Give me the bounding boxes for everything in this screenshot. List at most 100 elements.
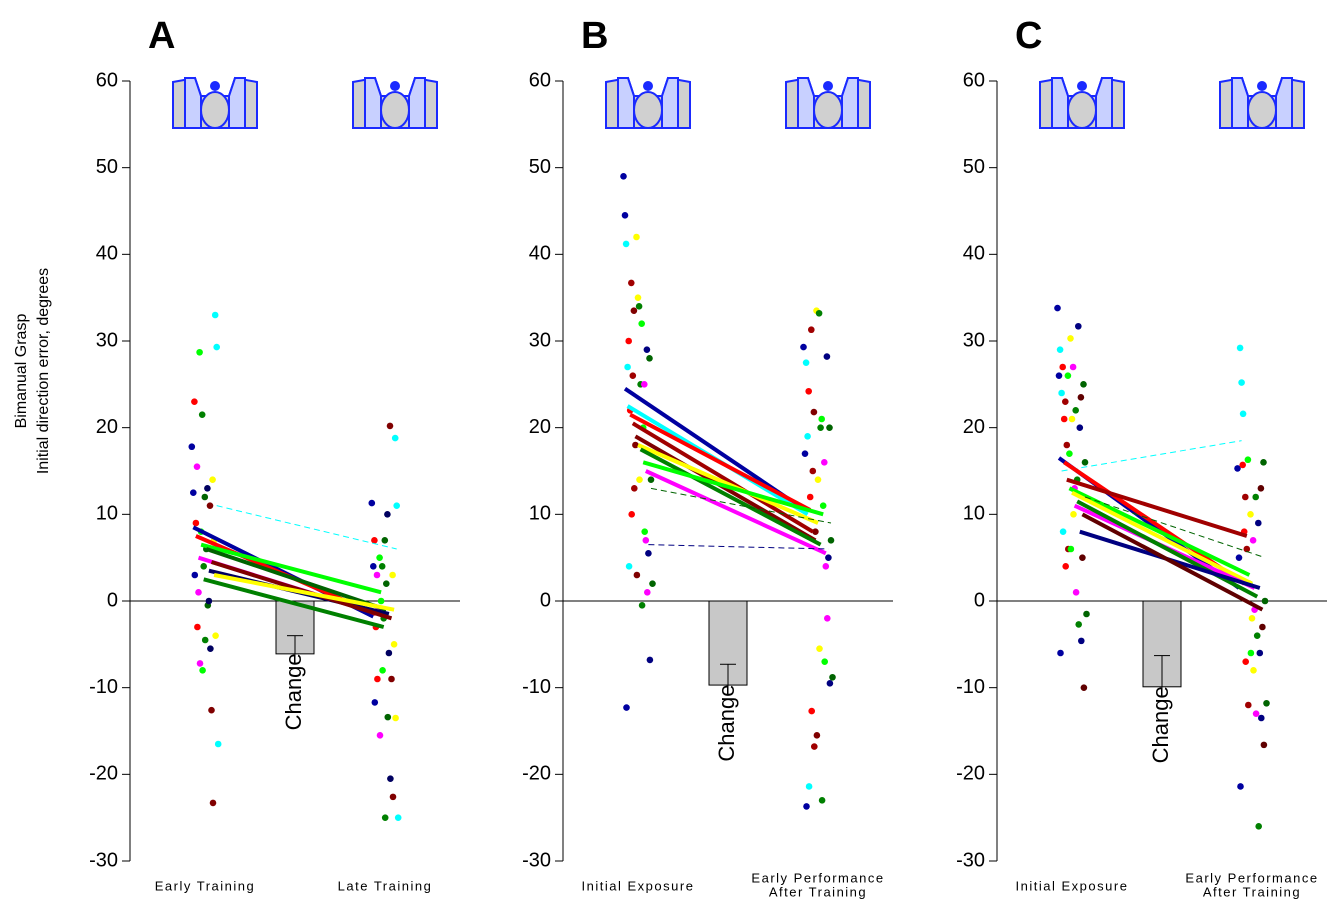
data-point — [620, 173, 627, 180]
data-point — [1083, 610, 1090, 618]
data-point — [1239, 461, 1246, 469]
y-tick-label: 40 — [96, 243, 118, 265]
data-point — [384, 713, 392, 721]
data-point — [1067, 335, 1074, 342]
data-point — [644, 589, 651, 596]
data-point — [1070, 511, 1077, 518]
subject-line — [1081, 512, 1264, 612]
data-point — [207, 645, 214, 652]
x-tick-label: Initial Exposure — [1016, 878, 1129, 893]
data-point — [389, 793, 397, 801]
data-point — [198, 411, 206, 418]
data-point — [801, 450, 809, 457]
data-point — [385, 649, 393, 657]
data-point — [821, 459, 828, 466]
y-tick-label: 40 — [963, 243, 985, 265]
data-point — [209, 476, 216, 483]
posture-icon — [605, 77, 691, 129]
data-point — [1072, 589, 1080, 596]
y-tick-label: -30 — [89, 849, 118, 871]
data-point — [196, 348, 203, 356]
y-tick-label: -10 — [522, 676, 551, 698]
panel-label: B — [581, 15, 608, 57]
data-point — [392, 714, 399, 722]
data-point — [802, 359, 810, 366]
data-point — [1244, 456, 1252, 464]
data-point — [1255, 823, 1262, 830]
data-point — [191, 571, 199, 579]
data-point — [646, 656, 654, 664]
data-point — [1069, 363, 1077, 371]
data-point — [825, 554, 832, 561]
subject-line — [650, 487, 832, 524]
data-point — [379, 667, 386, 674]
data-point — [800, 343, 807, 351]
data-point — [376, 554, 383, 561]
data-point — [1080, 684, 1088, 691]
data-point — [1068, 415, 1076, 423]
subject-line — [648, 544, 829, 550]
data-point — [368, 499, 376, 507]
data-point — [1066, 450, 1073, 457]
data-point — [1239, 410, 1247, 418]
data-point — [1059, 528, 1067, 535]
y-axis-label: Initial direction error, degrees — [35, 268, 52, 474]
data-point — [803, 803, 810, 810]
data-point — [1236, 344, 1244, 352]
data-point — [1252, 493, 1259, 501]
data-point — [645, 550, 652, 557]
data-point — [1257, 485, 1265, 492]
y-tick-label: 60 — [96, 69, 118, 91]
data-point — [199, 667, 206, 674]
data-point — [393, 502, 401, 509]
data-point — [812, 528, 819, 535]
data-point — [1255, 519, 1262, 527]
y-tick-label: 60 — [529, 69, 551, 91]
data-point — [394, 814, 402, 821]
data-point — [824, 615, 831, 622]
posture-icon — [1219, 77, 1305, 129]
x-tick-label: Early Performance — [1185, 870, 1318, 885]
data-point — [817, 424, 824, 431]
data-point — [819, 502, 827, 509]
data-point — [1076, 424, 1084, 431]
posture-icon — [785, 77, 871, 129]
y-tick-label: -30 — [522, 849, 551, 871]
data-point — [804, 433, 811, 440]
data-point — [390, 641, 398, 648]
panel-label: A — [148, 15, 175, 57]
data-point — [1247, 649, 1255, 657]
data-point — [647, 476, 655, 483]
data-point — [1259, 623, 1266, 631]
x-tick-label: After Training — [1203, 884, 1301, 899]
data-point — [1054, 304, 1061, 312]
y-tick-label: 40 — [529, 243, 551, 265]
data-point — [806, 493, 814, 501]
y-tick-label: -20 — [89, 763, 118, 785]
data-point — [1263, 699, 1270, 707]
y-tick-label: -10 — [89, 676, 118, 698]
data-point — [1055, 372, 1063, 379]
data-point — [383, 580, 390, 587]
y-axis-label: Bimanual Grasp — [13, 314, 30, 429]
data-point — [391, 434, 399, 442]
data-point — [212, 632, 219, 639]
data-point — [1078, 637, 1085, 645]
subject-line — [639, 447, 822, 547]
data-point — [205, 597, 213, 605]
data-point — [194, 623, 201, 631]
data-point — [196, 660, 204, 667]
data-point — [193, 463, 201, 470]
data-point — [630, 307, 638, 314]
posture-icon — [352, 77, 438, 129]
posture-icon — [1039, 77, 1125, 129]
data-point — [1245, 701, 1252, 709]
y-tick-label: 0 — [974, 589, 985, 611]
data-point — [1067, 545, 1075, 553]
data-point — [827, 537, 835, 544]
data-point — [214, 740, 222, 748]
data-point — [1059, 363, 1066, 371]
data-point — [638, 320, 645, 327]
data-point — [201, 636, 209, 644]
